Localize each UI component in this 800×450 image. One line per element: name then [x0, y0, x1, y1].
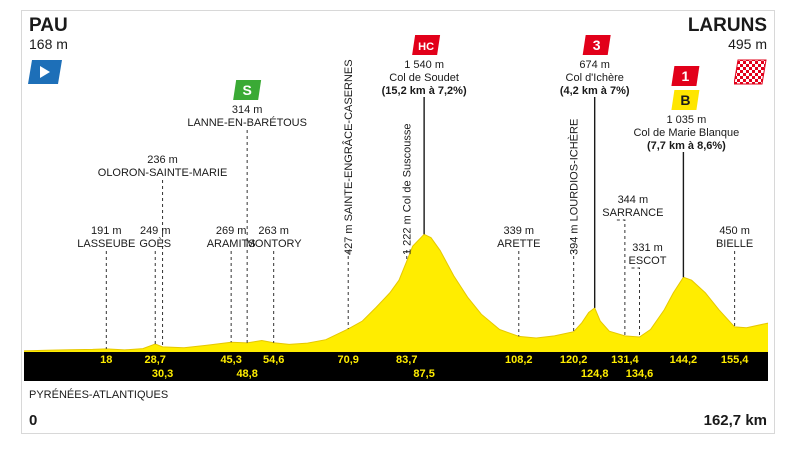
marker-name: ESCOT — [628, 255, 667, 267]
marker-altitude: 314 m — [231, 104, 263, 116]
marker-name: BIELLE — [715, 238, 754, 250]
marker-name: GOÈS — [139, 238, 172, 250]
marker-label: 331 m ESCOT — [629, 242, 667, 268]
climb-detail: (15,2 km à 7,2%) — [381, 85, 467, 97]
marker-label: 674 m Col d'Ichère (4,2 km à 7%) — [560, 59, 630, 98]
finish-town: LARUNS — [687, 15, 767, 36]
km-label: 30,3 — [152, 368, 173, 380]
marker-altitude: 1 035 m — [666, 114, 707, 126]
marker-label: 236 m OLORON-SAINTE-MARIE — [98, 154, 228, 180]
vertical-marker-label: 394 m LOURDIOS-ICHÈRE — [568, 119, 581, 255]
cat1-climb-badge-icon — [671, 66, 700, 86]
km-label: 87,5 — [413, 368, 434, 380]
climb-detail: (4,2 km à 7%) — [559, 85, 630, 97]
marker-label: 344 m SARRANCE — [602, 194, 663, 220]
marker-altitude: 450 m — [719, 225, 750, 237]
marker-altitude: 269 m — [215, 225, 247, 237]
marker-label: 339 m ARETTE — [497, 225, 540, 251]
marker-leader — [631, 267, 641, 338]
marker-altitude: 249 m — [139, 225, 171, 237]
km-label: 131,4 — [611, 354, 639, 366]
sprint-badge-icon — [233, 80, 262, 100]
km-band — [24, 352, 768, 381]
marker-leader — [616, 219, 626, 336]
km-label: 48,8 — [236, 368, 257, 380]
vertical-marker-label: 1 222 m Col de Suscousse — [402, 124, 414, 255]
vertical-marker-label: 427 m SAINTE-ENGRÂCE-CASERNES — [342, 59, 355, 255]
marker-label: 1 035 m Col de Marie Blanque (7,7 km à 8,6… — [633, 114, 739, 153]
marker-label: 314 m LANNE-EN-BARÉTOUS — [187, 104, 307, 130]
km-label: 18 — [100, 354, 112, 366]
marker-name: LANNE-EN-BARÉTOUS — [187, 117, 307, 129]
chart-frame — [21, 10, 775, 434]
climb-detail: (7,7 km à 8,6%) — [646, 140, 726, 152]
marker-name: MONTORY — [245, 238, 302, 250]
km-label: 120,2 — [560, 354, 588, 366]
profile-outline — [23, 233, 769, 352]
finish-km-label: 162,7 km — [703, 412, 767, 429]
marker-altitude: 236 m — [147, 154, 178, 166]
marker-label: 1 540 m Col de Soudet (15,2 km à 7,2%) — [382, 59, 467, 98]
marker-label: 263 m MONTORY — [246, 225, 302, 251]
start-town: PAU — [29, 15, 68, 36]
badge-text: B — [680, 92, 690, 108]
km-label: 54,6 — [263, 354, 284, 366]
marker-name: LASSEUBE — [77, 238, 136, 250]
marker-altitude: 674 m — [579, 59, 610, 71]
km-label: 155,4 — [721, 354, 749, 366]
marker-name: Col d'Ichère — [565, 72, 624, 84]
marker-label: 249 m GOÈS — [139, 225, 171, 251]
marker-altitude: 263 m — [258, 225, 289, 237]
badge-text: S — [242, 82, 251, 98]
km-label: 134,6 — [626, 368, 654, 380]
marker-altitude: 339 m — [503, 225, 535, 237]
finish-flag-icon — [734, 59, 767, 85]
finish-altitude: 495 m — [728, 36, 767, 52]
km-label: 144,2 — [670, 354, 698, 366]
marker-name: Col de Marie Blanque — [633, 127, 740, 139]
start-km-label: 0 — [29, 412, 38, 429]
marker-name: Col de Soudet — [389, 72, 459, 84]
km-label: 83,7 — [396, 354, 417, 366]
marker-name: SARRANCE — [602, 207, 664, 219]
hc-climb-badge-icon — [412, 35, 441, 55]
start-flag-icon — [28, 60, 62, 84]
km-label: 124,8 — [581, 368, 609, 380]
marker-name: ARETTE — [497, 238, 541, 250]
marker-altitude: 331 m — [632, 242, 663, 254]
marker-name: OLORON-SAINTE-MARIE — [97, 167, 228, 179]
marker-altitude: 191 m — [91, 225, 122, 237]
marker-label: 450 m BIELLE — [716, 225, 753, 251]
start-altitude: 168 m — [29, 36, 68, 52]
cat3-climb-badge-icon — [582, 35, 611, 55]
marker-altitude: 344 m — [617, 194, 649, 206]
marker-name: ARAMITS — [206, 238, 256, 250]
badge-text: 3 — [593, 37, 601, 53]
km-label: 108,2 — [505, 354, 533, 366]
marker-altitude: 1 540 m — [404, 59, 444, 71]
bonus-badge-icon — [671, 90, 700, 110]
marker-label: 269 m ARAMITS — [207, 225, 256, 251]
km-label: 70,9 — [338, 354, 359, 366]
marker-label: 191 m LASSEUBE — [77, 225, 135, 251]
region-label: PYRÉNÉES-ATLANTIQUES — [29, 389, 169, 401]
km-label: 28,7 — [145, 354, 166, 366]
km-label: 45,3 — [220, 354, 241, 366]
badge-text: HC — [418, 41, 434, 53]
badge-text: 1 — [682, 68, 690, 84]
